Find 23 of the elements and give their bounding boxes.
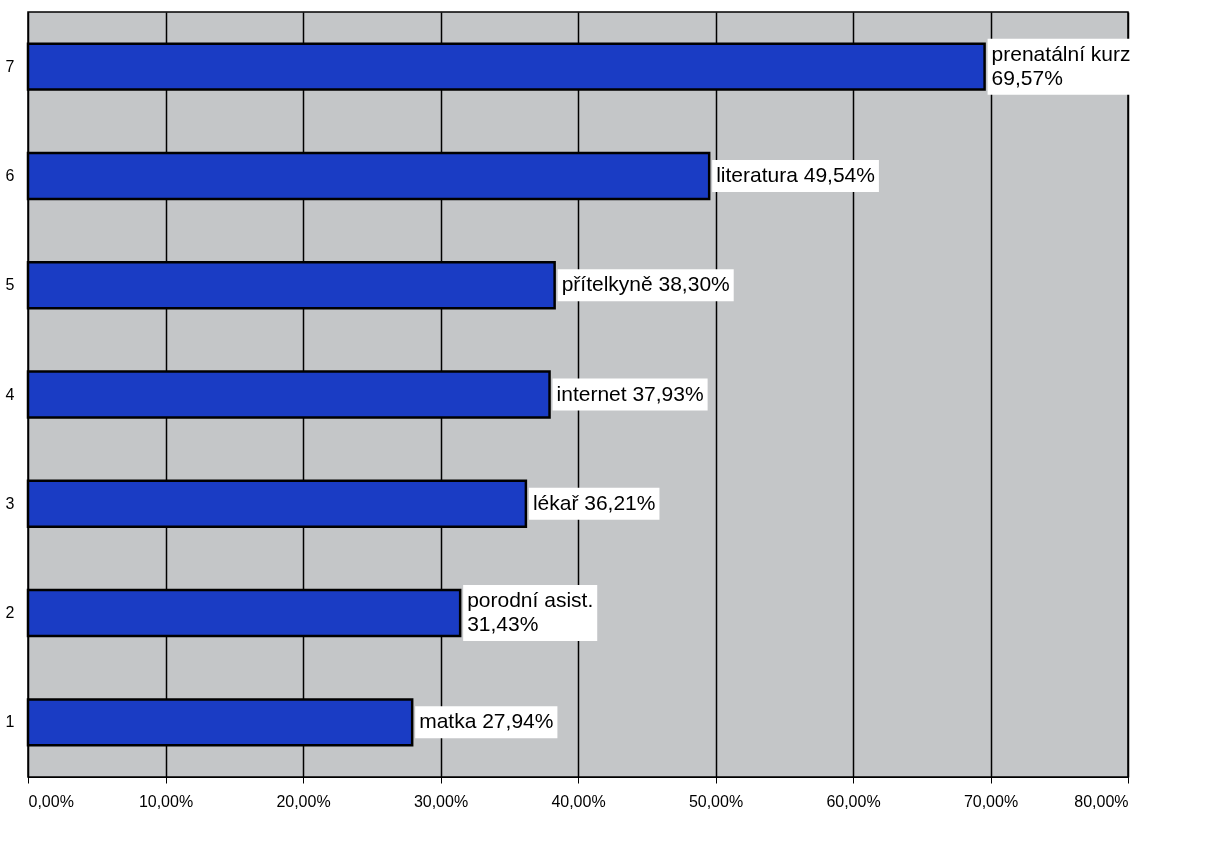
x-tick-label: 80,00% (1074, 792, 1129, 810)
data-label: matka 27,94% (419, 709, 554, 733)
x-tick-label: 50,00% (688, 792, 744, 810)
data-label: internet 37,93% (556, 381, 704, 405)
x-tick-label: 60,00% (826, 792, 881, 810)
data-label: porodní asist. 31,43% (467, 588, 594, 636)
x-tick-label: 20,00% (276, 792, 331, 810)
x-tick-label: 70,00% (963, 792, 1019, 810)
data-label: literatura 49,54% (716, 162, 875, 186)
x-tick-label: 40,00% (551, 792, 606, 810)
x-tick-label: 30,00% (413, 792, 469, 810)
y-tick-label: 2 (5, 604, 15, 622)
y-tick-label: 5 (5, 276, 15, 294)
y-tick-label: 1 (5, 713, 15, 731)
y-tick-label: 6 (5, 166, 15, 184)
data-label: prenatální kurz 69,57% (991, 41, 1131, 89)
y-tick-label: 4 (5, 385, 15, 403)
y-tick-label: 7 (5, 57, 15, 75)
x-tick-label: 0,00% (28, 792, 74, 810)
x-tick-label: 10,00% (138, 792, 194, 810)
data-label: přítelkyně 38,30% (561, 272, 730, 296)
data-label: lékař 36,21% (532, 490, 656, 514)
y-tick-label: 3 (5, 494, 15, 512)
